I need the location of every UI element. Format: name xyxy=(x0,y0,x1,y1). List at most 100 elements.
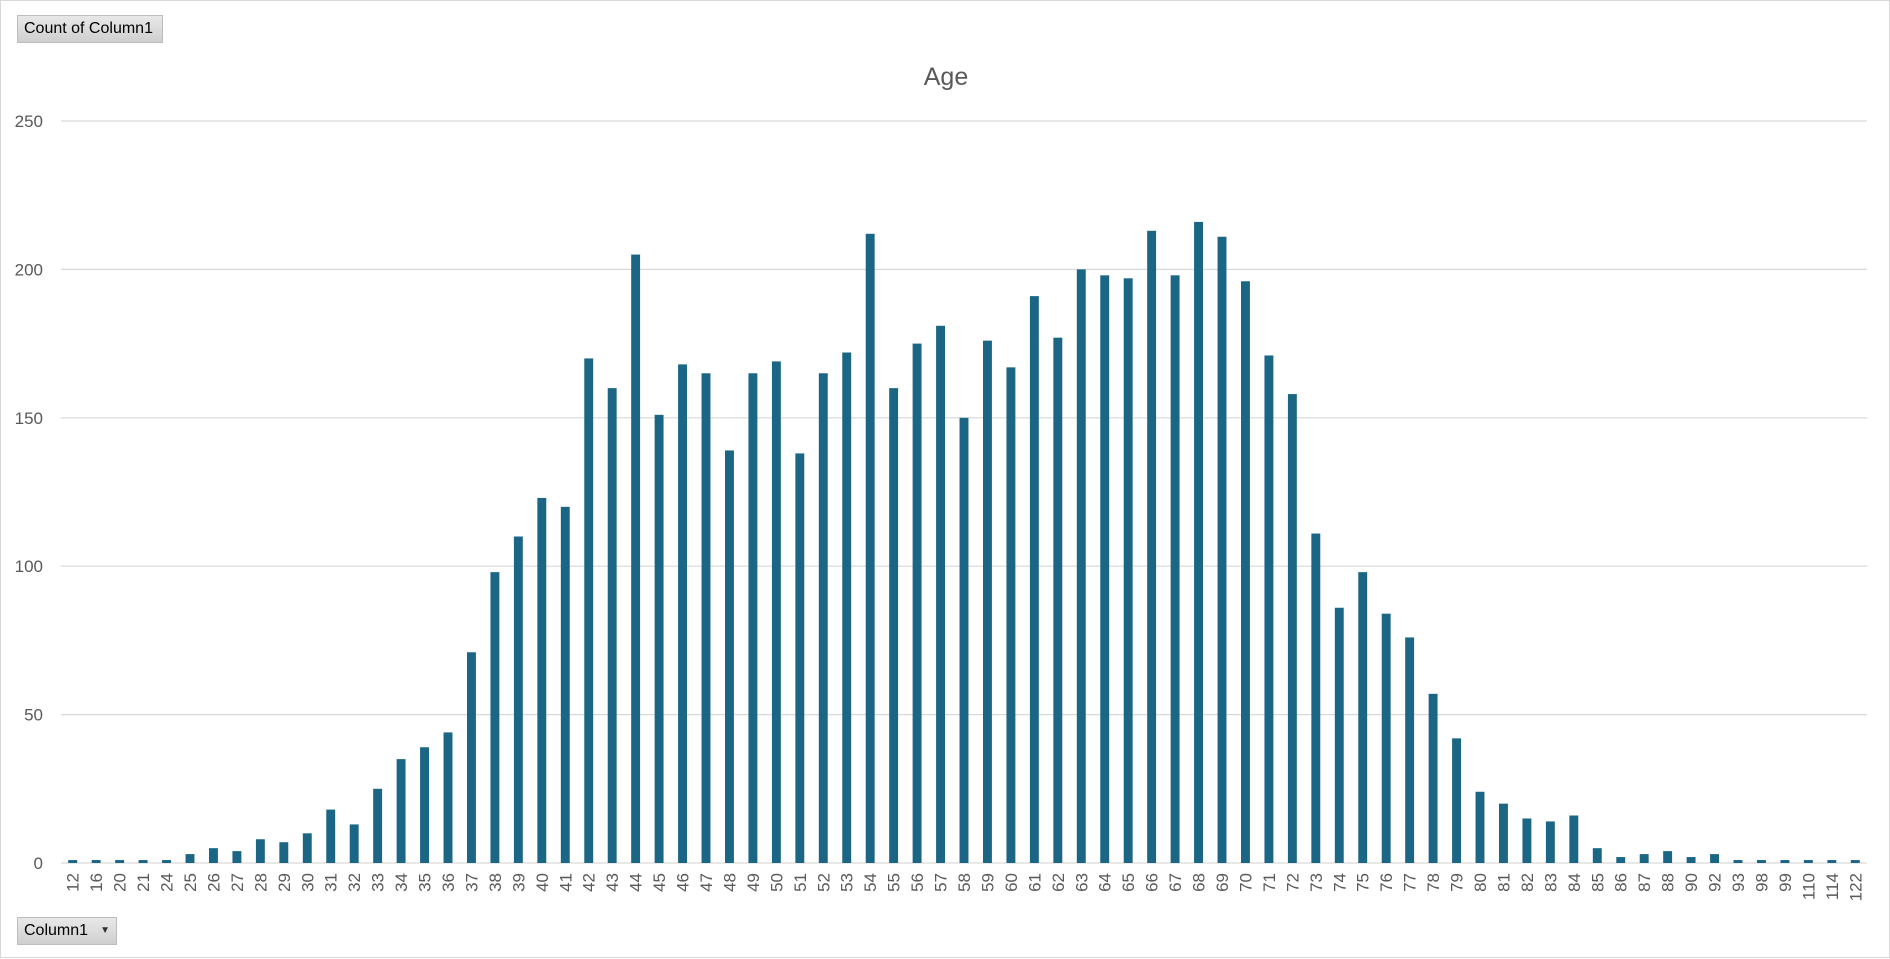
bar[interactable] xyxy=(678,364,688,863)
x-tick-label: 24 xyxy=(158,873,177,892)
x-tick-label: 30 xyxy=(298,873,317,892)
x-tick-label: 75 xyxy=(1354,873,1373,892)
axis-field-label: Column1 xyxy=(24,922,89,939)
bar[interactable] xyxy=(631,254,641,863)
bar[interactable] xyxy=(68,860,78,863)
bar[interactable] xyxy=(326,809,336,863)
bar[interactable] xyxy=(349,824,359,863)
x-tick-label: 27 xyxy=(228,873,247,892)
bar[interactable] xyxy=(1076,269,1086,863)
bar[interactable] xyxy=(1264,355,1274,863)
bar[interactable] xyxy=(724,450,734,863)
x-tick-label: 63 xyxy=(1072,873,1091,892)
bar[interactable] xyxy=(1287,394,1297,863)
bar[interactable] xyxy=(1194,221,1204,864)
bar[interactable] xyxy=(936,325,946,863)
bar[interactable] xyxy=(1006,367,1016,863)
bar[interactable] xyxy=(185,854,195,863)
bar[interactable] xyxy=(584,358,594,863)
bar[interactable] xyxy=(1217,236,1227,863)
bar[interactable] xyxy=(1522,818,1532,863)
bar[interactable] xyxy=(302,833,312,863)
x-tick-label: 67 xyxy=(1166,873,1185,892)
bar[interactable] xyxy=(1428,693,1438,863)
bar[interactable] xyxy=(420,747,430,863)
bar[interactable] xyxy=(115,860,125,863)
bar[interactable] xyxy=(513,536,523,863)
bar[interactable] xyxy=(1123,278,1133,864)
bar[interactable] xyxy=(1311,533,1321,863)
bar[interactable] xyxy=(982,340,992,864)
bar[interactable] xyxy=(1569,815,1579,863)
bar[interactable] xyxy=(1358,572,1368,863)
x-tick-label: 51 xyxy=(791,873,810,892)
bar[interactable] xyxy=(607,388,617,863)
bar[interactable] xyxy=(255,839,265,863)
bar[interactable] xyxy=(1756,860,1766,863)
bar[interactable] xyxy=(1686,857,1696,863)
bar[interactable] xyxy=(1334,607,1344,863)
values-field-button[interactable]: Count of Column1 xyxy=(17,15,163,43)
bar[interactable] xyxy=(1545,821,1555,863)
bar[interactable] xyxy=(443,732,453,863)
bar[interactable] xyxy=(1803,860,1813,863)
bar[interactable] xyxy=(748,373,758,863)
x-tick-label: 99 xyxy=(1776,873,1795,892)
bar[interactable] xyxy=(1170,275,1180,863)
bar[interactable] xyxy=(959,417,969,863)
bar[interactable] xyxy=(889,388,899,863)
chart-title: Age xyxy=(924,63,968,91)
x-tick-label: 56 xyxy=(908,873,927,892)
bar[interactable] xyxy=(138,860,148,863)
bar[interactable] xyxy=(1029,296,1039,863)
bar[interactable] xyxy=(1498,803,1508,863)
bar[interactable] xyxy=(701,373,711,863)
bar[interactable] xyxy=(912,343,922,864)
x-tick-label: 59 xyxy=(978,873,997,892)
bar[interactable] xyxy=(771,361,781,863)
bar[interactable] xyxy=(1639,854,1649,863)
bar[interactable] xyxy=(1240,281,1250,864)
x-tick-label: 77 xyxy=(1401,873,1420,892)
bar[interactable] xyxy=(1663,851,1673,863)
x-tick-label: 82 xyxy=(1518,873,1537,892)
bar[interactable] xyxy=(1710,854,1720,863)
bar[interactable] xyxy=(466,652,476,863)
bar[interactable] xyxy=(560,506,570,863)
bar[interactable] xyxy=(1733,860,1743,863)
bar[interactable] xyxy=(91,860,101,863)
bar[interactable] xyxy=(490,572,500,863)
y-tick-label: 100 xyxy=(15,557,43,576)
bar[interactable] xyxy=(1405,637,1415,863)
bar[interactable] xyxy=(654,414,664,863)
bar[interactable] xyxy=(279,842,289,863)
bar[interactable] xyxy=(537,497,547,863)
bar[interactable] xyxy=(795,453,805,863)
bar[interactable] xyxy=(1592,848,1602,863)
bar[interactable] xyxy=(1147,230,1157,864)
bar[interactable] xyxy=(842,352,852,863)
bar[interactable] xyxy=(1100,275,1110,863)
x-tick-label: 35 xyxy=(416,873,435,892)
bar[interactable] xyxy=(208,848,218,863)
bar[interactable] xyxy=(1053,337,1063,863)
bar[interactable] xyxy=(1381,613,1391,863)
bar[interactable] xyxy=(818,373,828,863)
bar[interactable] xyxy=(1827,860,1837,863)
bar[interactable] xyxy=(162,860,172,863)
bar[interactable] xyxy=(1452,738,1462,863)
axis-field-button[interactable]: Column1 ▼ xyxy=(17,917,117,945)
bar[interactable] xyxy=(396,759,406,863)
bar[interactable] xyxy=(1780,860,1790,863)
x-tick-label: 33 xyxy=(369,873,388,892)
bar[interactable] xyxy=(1616,857,1626,863)
x-tick-label: 83 xyxy=(1541,873,1560,892)
bar[interactable] xyxy=(373,788,383,863)
bar[interactable] xyxy=(1475,791,1485,863)
bar[interactable] xyxy=(232,851,242,863)
x-tick-label: 98 xyxy=(1752,873,1771,892)
chevron-down-icon[interactable]: ▼ xyxy=(100,925,110,936)
bar[interactable] xyxy=(1850,860,1860,863)
x-tick-label: 57 xyxy=(932,873,951,892)
bar[interactable] xyxy=(865,233,875,863)
